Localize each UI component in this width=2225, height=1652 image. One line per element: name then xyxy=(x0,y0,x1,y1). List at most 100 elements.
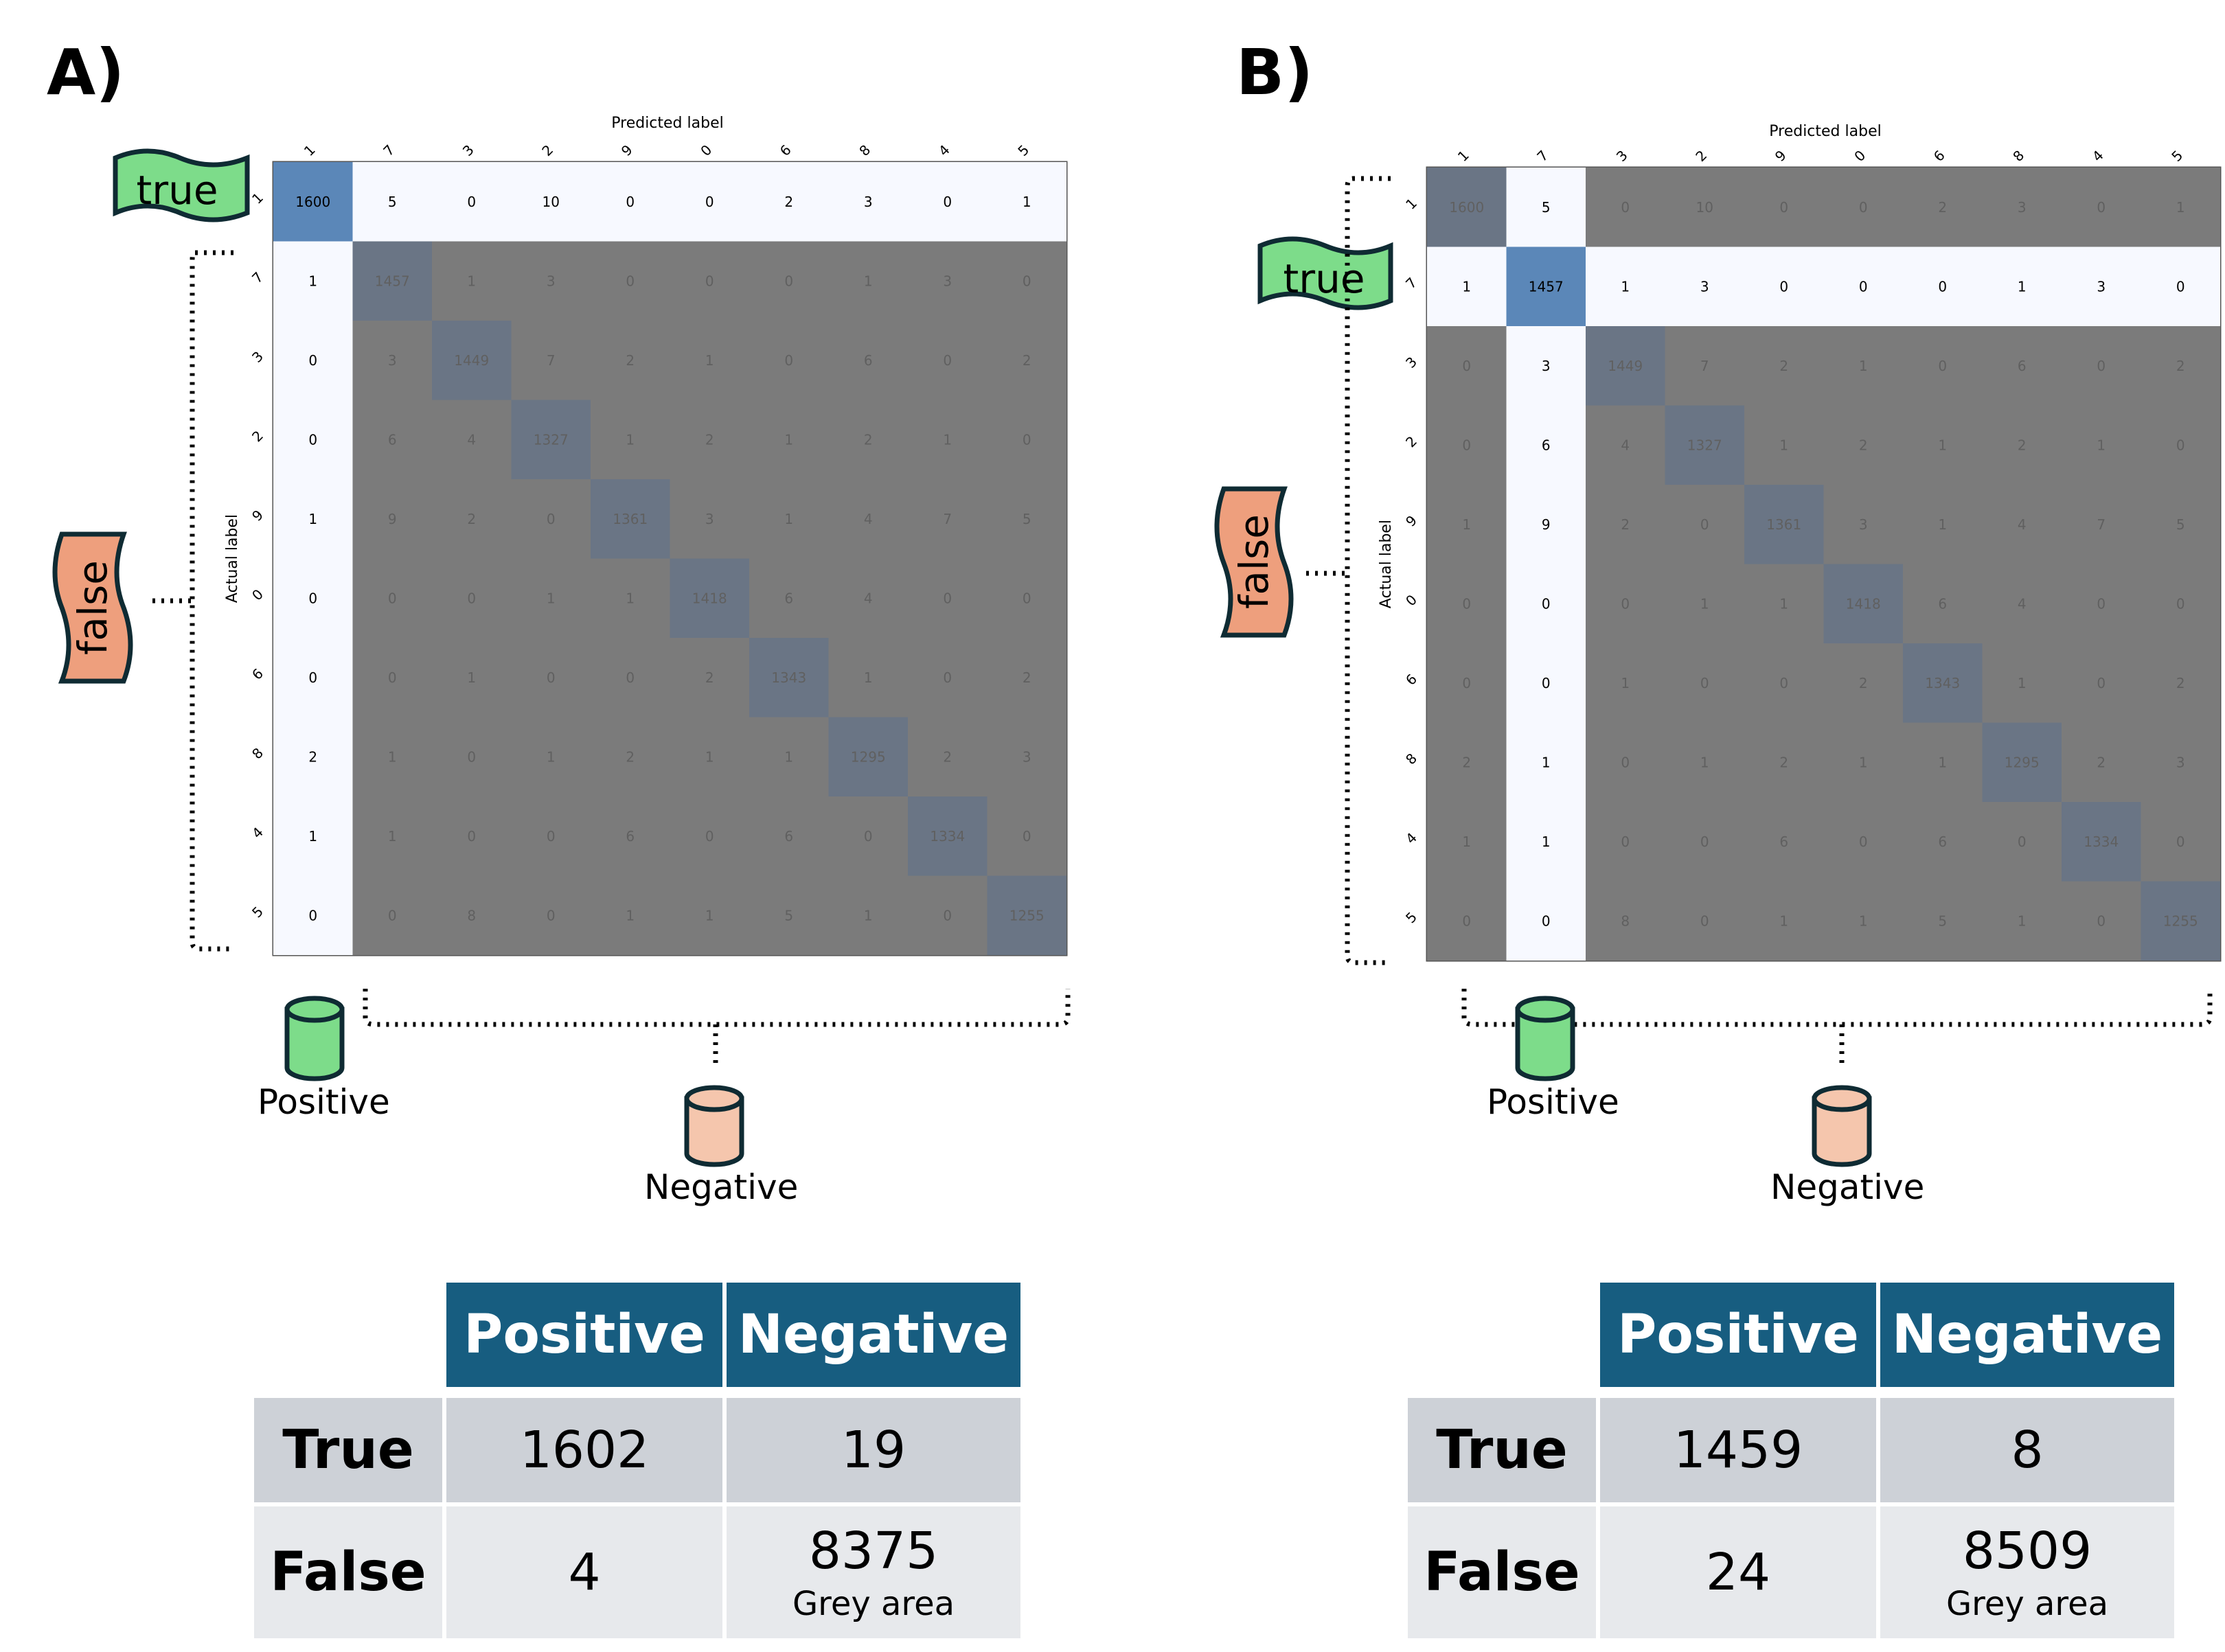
matrix-cell xyxy=(352,321,432,400)
matrix-cell xyxy=(1744,564,1824,643)
matrix-cell-value: 0 xyxy=(308,669,317,686)
matrix-cell xyxy=(1586,326,1665,406)
matrix-cell-value: 1 xyxy=(1779,913,1788,929)
y-tick-label: 8 xyxy=(249,744,266,762)
table-a-false-negative: 8375 xyxy=(808,1522,939,1581)
matrix-cell-value: 4 xyxy=(2018,595,2027,612)
matrix-cell xyxy=(1823,881,1903,961)
matrix-cell xyxy=(352,638,432,718)
positive-label-a: Positive xyxy=(258,1082,390,1122)
matrix-cell-value: 2 xyxy=(705,669,714,686)
matrix-cell xyxy=(2062,485,2141,564)
positive-cylinder-b xyxy=(1515,996,1575,1081)
matrix-cell xyxy=(591,162,670,242)
matrix-cell xyxy=(749,400,829,479)
matrix-cell xyxy=(1665,881,1744,961)
matrix-cell-value: 3 xyxy=(2018,199,2027,216)
table-a-false-negative-cell: 8375 Grey area xyxy=(727,1506,1020,1638)
matrix-cell xyxy=(2141,246,2220,326)
matrix-cell xyxy=(1903,881,1983,961)
x-axis-label: Predicted label xyxy=(1769,123,1881,140)
matrix-cell xyxy=(1665,326,1744,406)
negative-bracket-b xyxy=(1461,989,2213,1068)
matrix-cell xyxy=(987,875,1066,955)
true-flag-a-text: true xyxy=(136,167,218,214)
matrix-cell xyxy=(1586,643,1665,723)
matrix-cell-value: 7 xyxy=(547,352,556,369)
positive-cylinder-a xyxy=(284,996,345,1081)
matrix-cell-value: 0 xyxy=(2097,913,2106,929)
matrix-cell-value: 1 xyxy=(705,748,714,765)
matrix-cell-value: 1418 xyxy=(1846,595,1881,612)
matrix-cell-value: 2 xyxy=(1023,352,1031,369)
matrix-cell-value: 1 xyxy=(1542,834,1551,850)
false-flag-a: false xyxy=(52,531,133,684)
matrix-cell-value: 0 xyxy=(1779,675,1788,691)
matrix-cell xyxy=(828,558,908,638)
matrix-cell-value: 3 xyxy=(864,194,873,210)
matrix-cell-value: 1457 xyxy=(1529,278,1564,295)
matrix-cell xyxy=(670,241,749,321)
matrix-cell-value: 1 xyxy=(1542,754,1551,770)
panel-a-label: A) xyxy=(47,36,125,109)
table-a-header-positive: Positive xyxy=(446,1283,722,1387)
matrix-cell-value: 2 xyxy=(1621,516,1630,533)
x-tick-label: 6 xyxy=(1930,147,1948,165)
matrix-cell-value: 0 xyxy=(943,194,952,210)
matrix-cell-value: 3 xyxy=(2097,278,2106,295)
matrix-cell xyxy=(1506,485,1586,564)
matrix-cell xyxy=(908,558,988,638)
matrix-cell xyxy=(591,717,670,796)
matrix-cell xyxy=(2141,564,2220,643)
matrix-cell-value: 4 xyxy=(864,511,873,527)
y-tick-label: 3 xyxy=(249,348,266,366)
matrix-cell-value: 2 xyxy=(1859,437,1868,453)
matrix-cell xyxy=(1903,564,1983,643)
x-tick-label: 5 xyxy=(1014,141,1032,159)
matrix-cell xyxy=(273,400,353,479)
matrix-cell-value: 1 xyxy=(308,511,317,527)
matrix-cell-value: 1 xyxy=(705,352,714,369)
matrix-cell xyxy=(1823,326,1903,406)
matrix-cell xyxy=(2141,405,2220,485)
panel-b-diagram: 1600 5 0 10 0 0 2 3 0 11 1457 1 3 0 0 0 1 3 00 3 1449 7 2 1 0 6 0 2… xyxy=(1214,123,2222,1167)
matrix-cell xyxy=(273,558,353,638)
matrix-cell-value: 1 xyxy=(308,828,317,845)
negative-cylinder-a xyxy=(684,1085,744,1167)
matrix-cell-value: 1 xyxy=(626,590,635,606)
matrix-cell xyxy=(1744,881,1824,961)
matrix-cell-value: 1449 xyxy=(1608,358,1643,374)
matrix-cell xyxy=(511,875,591,955)
table-a-true-negative: 19 xyxy=(727,1398,1020,1502)
matrix-cell xyxy=(1903,802,1983,882)
matrix-cell-value: 0 xyxy=(1779,278,1788,295)
matrix-cell-value: 4 xyxy=(1621,437,1630,453)
matrix-cell-value: 2 xyxy=(1779,358,1788,374)
matrix-cell-value: 0 xyxy=(626,669,635,686)
matrix-cell-value: 2 xyxy=(1779,754,1788,770)
matrix-cell-value: 2 xyxy=(2176,358,2185,374)
matrix-cell-value: 1255 xyxy=(1009,907,1045,923)
matrix-cell-value: 1 xyxy=(1621,675,1630,691)
matrix-cell xyxy=(432,162,512,242)
matrix-cell xyxy=(432,400,512,479)
matrix-cell-value: 0 xyxy=(547,669,556,686)
matrix-cell-value: 1 xyxy=(1938,516,1947,533)
matrix-cell xyxy=(1427,643,1507,723)
false-flag-b-text: false xyxy=(1231,514,1277,609)
matrix-cell xyxy=(670,321,749,400)
matrix-cell xyxy=(2062,802,2141,882)
matrix-cell-value: 3 xyxy=(1542,358,1551,374)
true-flag-b: true xyxy=(1257,236,1393,310)
y-tick-label: 3 xyxy=(1402,354,1420,371)
matrix-cell-value: 0 xyxy=(547,511,556,527)
y-tick-label: 9 xyxy=(249,507,266,525)
matrix-cell-value: 3 xyxy=(705,511,714,527)
y-tick-label: 6 xyxy=(249,665,266,683)
matrix-cell-value: 0 xyxy=(1779,199,1788,216)
matrix-cell-value: 0 xyxy=(308,431,317,448)
matrix-cell-value: 1361 xyxy=(1766,516,1801,533)
matrix-cell xyxy=(2141,326,2220,406)
matrix-cell-value: 7 xyxy=(2097,516,2106,533)
matrix-cell-value: 0 xyxy=(1621,754,1630,770)
